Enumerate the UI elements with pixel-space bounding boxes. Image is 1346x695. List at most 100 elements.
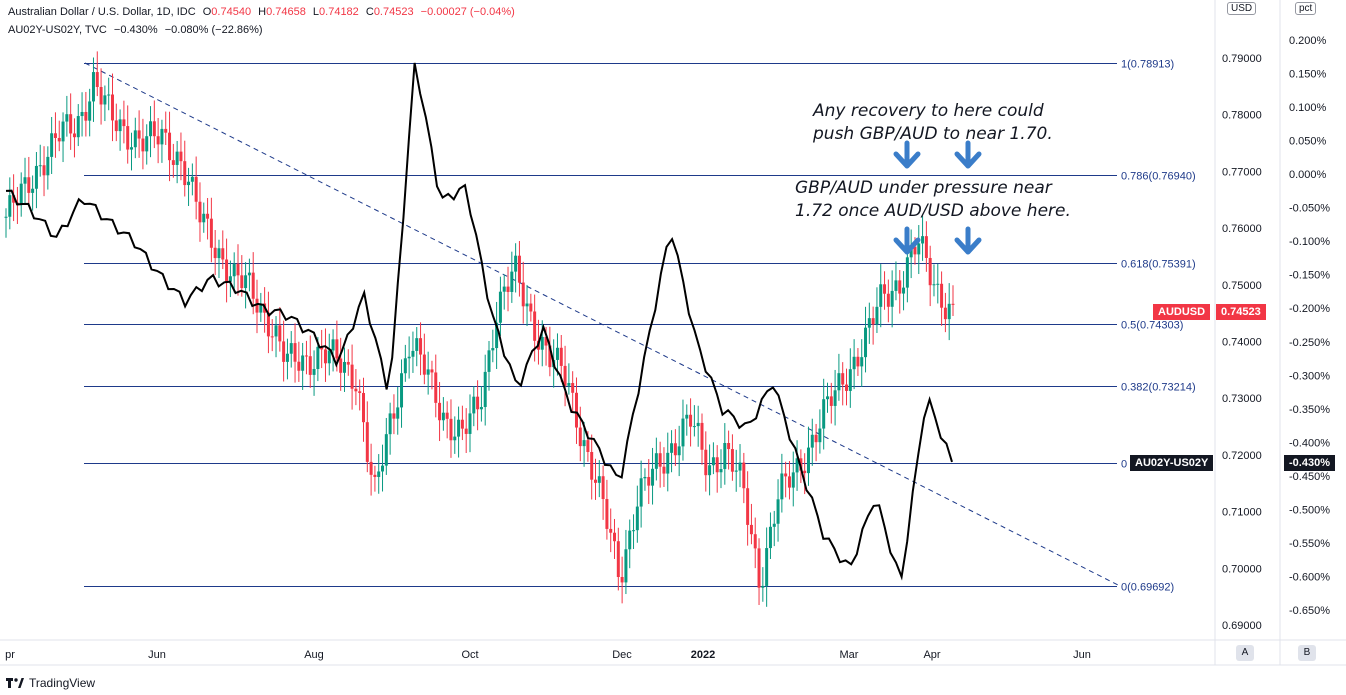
candle-body	[308, 356, 312, 375]
candle-body	[19, 183, 23, 206]
candle-body	[696, 422, 700, 427]
candle-body	[61, 121, 65, 142]
change-value: −0.00027 (−0.04%)	[420, 6, 515, 18]
candle-body	[449, 418, 453, 441]
pct-tick-label: 0.050%	[1289, 136, 1327, 148]
pct-tick-label: -0.350%	[1289, 404, 1330, 416]
candle-body	[886, 293, 890, 307]
candle-body	[34, 165, 38, 189]
candle-body	[791, 472, 795, 488]
candle-body	[829, 396, 833, 406]
candle-body	[666, 452, 670, 474]
candle-body	[525, 303, 529, 307]
usd-unit-label[interactable]: USD	[1227, 2, 1257, 15]
candle-body	[415, 338, 419, 351]
pct-unit-label[interactable]: pct	[1295, 2, 1317, 15]
candle-body	[152, 121, 156, 137]
candle-body	[221, 248, 225, 260]
candle-body	[183, 161, 187, 186]
candle-body	[133, 130, 137, 148]
candle-body	[8, 195, 12, 217]
candle-body	[472, 396, 476, 414]
time-tick-label: Apr	[923, 649, 940, 661]
price-tick-label: 0.69000	[1222, 620, 1262, 632]
candle-body	[711, 457, 715, 466]
candle-body	[407, 356, 411, 359]
fib-level-label: 0.5(0.74303)	[1121, 320, 1183, 332]
candle-body	[342, 361, 346, 373]
down-arrow-icon	[893, 226, 921, 255]
candle-body	[879, 284, 883, 307]
header-audusd: Australian Dollar / U.S. Dollar, 1D, IDC…	[8, 6, 519, 18]
candle-body	[377, 471, 381, 477]
candle-body	[818, 428, 822, 443]
candle-body	[875, 306, 879, 325]
candle-body	[723, 443, 727, 470]
candle-body	[685, 414, 689, 419]
candle-body	[502, 286, 506, 292]
candle-body	[12, 195, 16, 203]
fib-level-label: 0(0.69692)	[1121, 582, 1174, 594]
candle-body	[175, 151, 179, 165]
candle-body	[632, 530, 636, 532]
candle-body	[574, 392, 578, 428]
candle-body	[228, 276, 232, 282]
candle-body	[179, 151, 183, 162]
candle-body	[72, 133, 76, 138]
candle-body	[548, 345, 552, 368]
candle-body	[335, 339, 339, 359]
candle-body	[232, 263, 236, 277]
candle-body	[255, 298, 259, 313]
candle-body	[430, 369, 434, 373]
candle-body	[457, 419, 461, 437]
candle-body	[593, 479, 597, 483]
pct-tick-label: -0.300%	[1289, 370, 1330, 382]
candle-body	[141, 138, 145, 152]
candle-body	[753, 534, 757, 549]
candle-body	[339, 358, 343, 373]
candle-body	[251, 272, 255, 299]
candle-body	[647, 476, 651, 486]
scale-b-button[interactable]: B	[1298, 645, 1316, 661]
candle-body	[403, 358, 407, 374]
candle-body	[149, 121, 153, 137]
pct-tick-label: -0.550%	[1289, 538, 1330, 550]
candle-body	[240, 275, 244, 289]
price-tick-label: 0.77000	[1222, 166, 1262, 178]
candle-body	[31, 188, 35, 193]
candle-body	[616, 541, 620, 578]
price-tick-label: 0.73000	[1222, 393, 1262, 405]
candle-body	[160, 128, 164, 145]
candle-body	[38, 165, 42, 167]
candle-body	[700, 422, 704, 450]
down-arrow-icon	[893, 140, 921, 169]
candles-group	[4, 51, 955, 607]
candle-body	[274, 325, 278, 337]
auto-scale-button[interactable]: A	[1236, 645, 1254, 661]
down-arrow-icon	[954, 226, 982, 255]
pct-tick-label: -0.200%	[1289, 303, 1330, 315]
candle-body	[225, 259, 229, 282]
candle-body	[445, 412, 449, 419]
pct-tick-label: -0.650%	[1289, 605, 1330, 617]
candle-body	[643, 476, 647, 479]
pct-tick-label: -0.150%	[1289, 270, 1330, 282]
open-label: O	[202, 6, 212, 18]
candle-body	[860, 357, 864, 367]
candle-body	[187, 181, 191, 186]
header-spread: AU02Y-US02Y, TVC −0.430% −0.080% (−22.86…	[8, 24, 267, 36]
pct-tick-label: 0.150%	[1289, 69, 1327, 81]
high-value: 0.74658	[266, 6, 306, 18]
brand-label: TradingView	[29, 676, 96, 690]
candle-body	[727, 443, 731, 450]
candle-body	[578, 427, 582, 447]
annotation-pressure: GBP/AUD under pressure near 1.72 once AU…	[795, 177, 1071, 223]
price-tick-label: 0.71000	[1222, 507, 1262, 519]
candle-body	[468, 413, 472, 434]
tradingview-logo[interactable]: TradingView	[6, 676, 95, 690]
candle-body	[76, 116, 80, 138]
candle-body	[495, 322, 499, 349]
candle-body	[936, 283, 940, 285]
candle-body	[833, 390, 837, 406]
